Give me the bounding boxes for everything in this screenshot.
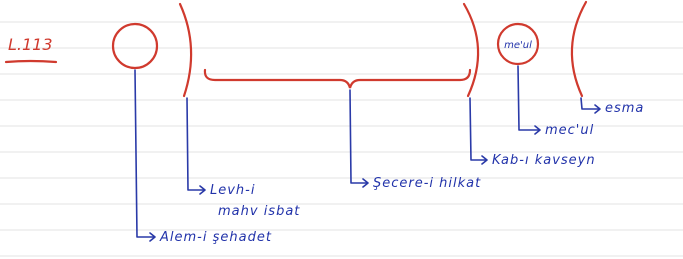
circle — [113, 24, 157, 68]
label: Kab-ı kavseyn — [492, 153, 596, 168]
bracket — [180, 4, 191, 96]
label: mec'ul — [545, 123, 594, 138]
label: Levh-i — [210, 183, 255, 198]
label: Şecere-i hilkat — [373, 176, 481, 191]
bracket — [464, 4, 478, 96]
label: mahv isbat — [218, 204, 300, 219]
paper-rules — [0, 22, 683, 256]
brace — [205, 70, 470, 88]
circle-label: me'ul — [504, 40, 532, 51]
diagram: L.113 me'ul esma mec'ul Kab-ı kavseyn Şe… — [0, 0, 683, 259]
bracket — [572, 2, 586, 96]
label: Alem-i şehadet — [159, 230, 272, 245]
underline — [6, 61, 56, 62]
page-label: L.113 — [8, 35, 53, 54]
label: esma — [605, 101, 644, 116]
